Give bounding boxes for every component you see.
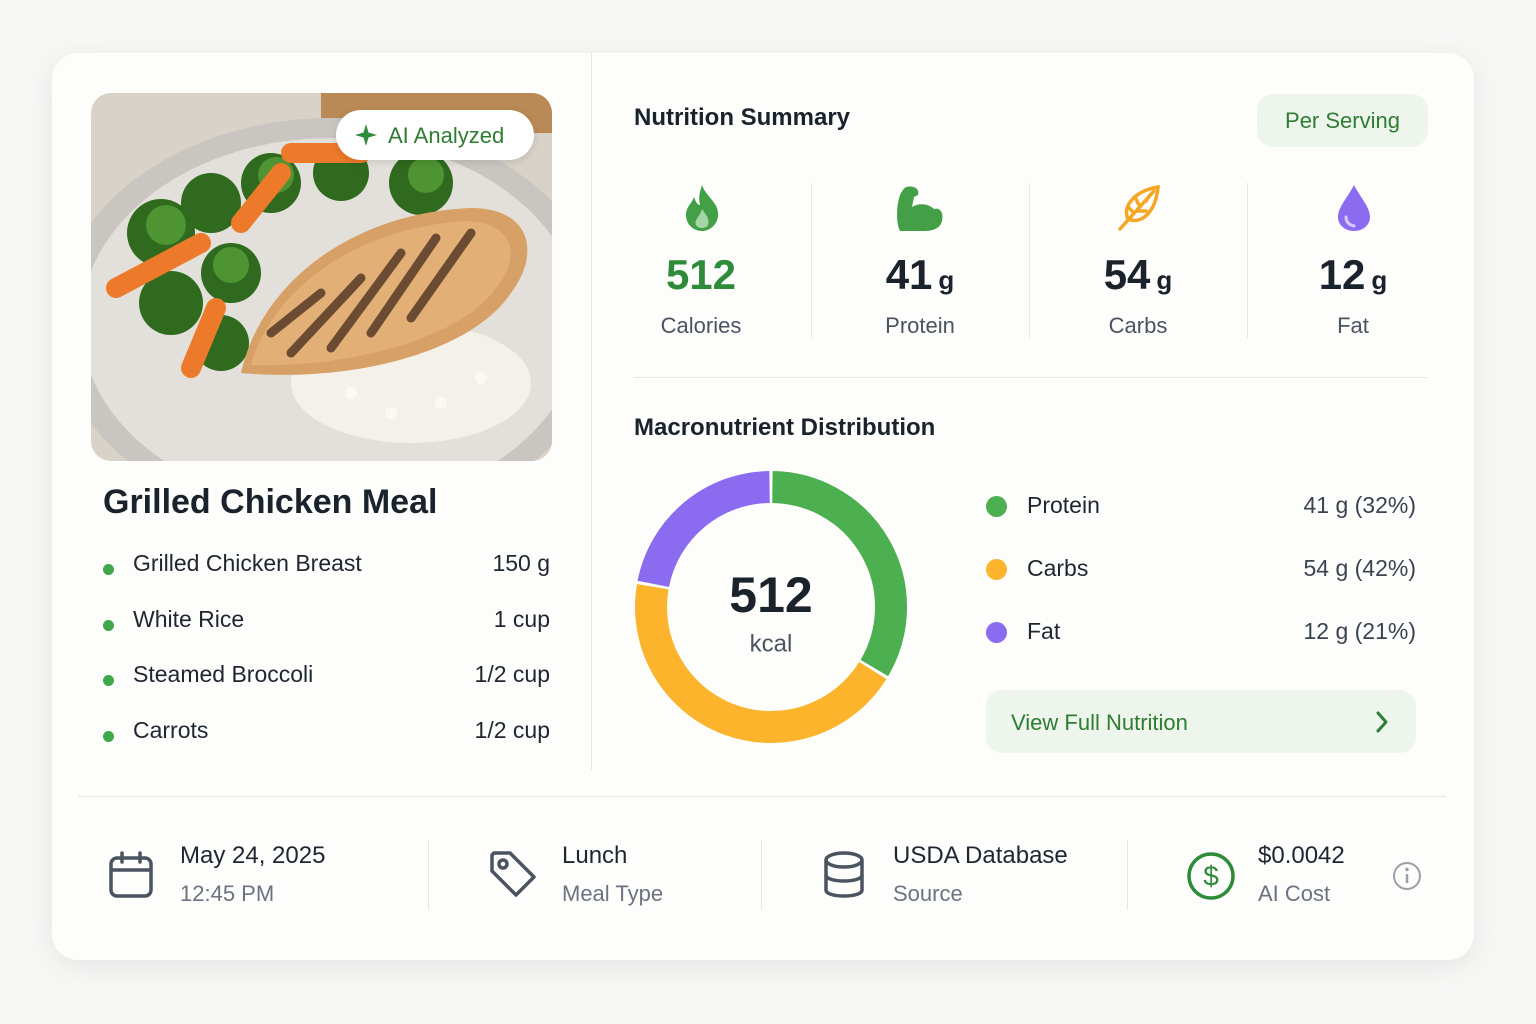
muscle-icon	[897, 186, 943, 231]
chart-title: Macronutrient Distribution	[634, 414, 936, 441]
divider	[591, 53, 592, 770]
legend-name: Fat	[1027, 618, 1061, 644]
button-text: View Full Nutrition	[1011, 710, 1188, 735]
legend-dot	[986, 622, 1007, 643]
legend-value: 54 g (42%)	[1303, 555, 1416, 581]
ingredient-amount: 1/2 cup	[474, 661, 550, 688]
footer-title: Lunch	[562, 842, 628, 869]
divider	[1127, 840, 1128, 910]
stat-unit: g	[938, 265, 955, 295]
svg-text:$: $	[1203, 860, 1219, 891]
donut-segment	[771, 471, 907, 677]
stat-label: Protein	[885, 313, 955, 338]
legend-name: Protein	[1027, 492, 1100, 518]
stat-number: 41	[885, 251, 933, 298]
footer-title: $0.0042	[1258, 842, 1345, 869]
bullet	[103, 564, 114, 575]
meal-card: AI Analyzed Grilled Chicken Meal Grilled…	[52, 53, 1474, 960]
stat-label: Carbs	[1108, 313, 1168, 338]
meal-title: Grilled Chicken Meal	[103, 483, 438, 521]
flame-icon	[686, 185, 719, 231]
donut-segment	[635, 584, 887, 743]
stat-label: Calories	[660, 313, 742, 338]
legend-name: Carbs	[1027, 555, 1089, 581]
stat-value: 12 g	[1253, 251, 1453, 299]
stat-unit: g	[1371, 265, 1388, 295]
leaf-icon	[1118, 184, 1160, 231]
bullet	[103, 731, 114, 743]
ingredient-name: Carrots	[133, 717, 209, 744]
ingredient-amount: 150 g	[492, 550, 550, 576]
cost-icon: $	[1187, 852, 1235, 900]
ingredient-name: Steamed Broccoli	[133, 661, 314, 688]
stat-value: 512	[601, 251, 801, 299]
ingredient-amount: 1/2 cup	[474, 717, 550, 744]
ingredient-name: White Rice	[133, 605, 245, 632]
footer-subtitle: AI Cost	[1258, 881, 1331, 906]
ingredient-name: Grilled Chicken Breast	[133, 550, 362, 576]
view-nutrition-button[interactable]: View Full Nutrition	[986, 690, 1416, 753]
footer-subtitle: Meal Type	[562, 881, 664, 906]
ingredient-amount: 1 cup	[493, 605, 550, 632]
divider	[1029, 183, 1030, 338]
donut-segment	[637, 471, 771, 588]
legend-dot	[986, 559, 1007, 580]
stat-value: 54 g	[1038, 251, 1238, 299]
summary-title: Nutrition Summary	[634, 104, 851, 131]
legend-value: 41 g (32%)	[1303, 492, 1416, 518]
legend-dot	[986, 496, 1007, 517]
divider	[1247, 183, 1248, 338]
stat-unit: g	[1156, 265, 1173, 295]
footer-title: May 24, 2025	[180, 842, 326, 869]
legend-value: 12 g (21%)	[1303, 618, 1416, 644]
divider	[634, 377, 1428, 378]
stat-number: 54	[1103, 251, 1151, 298]
center-label: kcal	[750, 630, 793, 657]
stat-number: 512	[665, 251, 737, 298]
bullet	[103, 619, 114, 631]
footer-subtitle: Source	[893, 881, 963, 906]
divider	[428, 840, 429, 910]
stat-number: 12	[1318, 251, 1366, 298]
divider	[811, 183, 812, 338]
tag-icon	[490, 851, 536, 897]
sparkle-icon	[355, 124, 377, 146]
chevron-icon	[1376, 711, 1388, 733]
info-icon[interactable]	[1392, 861, 1422, 891]
divider	[78, 796, 1446, 797]
footer-subtitle: 12:45 PM	[180, 881, 275, 906]
donut-chart: 512 kcal	[635, 471, 907, 743]
footer-title: USDA Database	[893, 842, 1068, 869]
badge-text: AI Analyzed	[388, 123, 505, 148]
center-value: 512	[729, 567, 812, 623]
per-serving-badge: Per Serving	[1257, 94, 1428, 147]
calendar-icon	[109, 851, 153, 898]
drop-icon	[1338, 185, 1370, 231]
ai-badge: AI Analyzed	[336, 110, 534, 160]
stat-label: Fat	[1337, 313, 1369, 338]
database-icon	[824, 851, 864, 898]
bullet	[103, 675, 114, 687]
stat-value: 41 g	[820, 251, 1020, 299]
divider	[761, 840, 762, 910]
